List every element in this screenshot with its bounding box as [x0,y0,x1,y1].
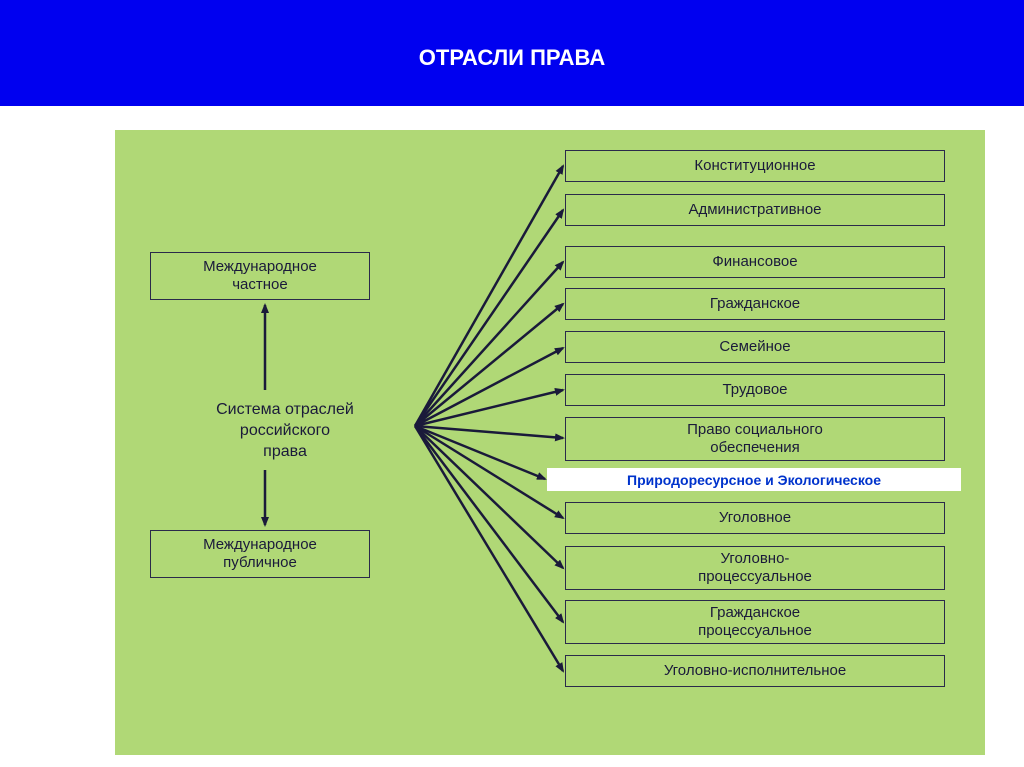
node-label: Уголовное [719,509,791,527]
node-label: Гражданское [710,295,800,313]
header-text: ОТРАСЛИ ПРАВА [419,45,605,70]
node-label: Гражданскоепроцессуальное [698,604,812,640]
node-crim-procedural: Уголовно-процессуальное [565,546,945,590]
node-label: Трудовое [722,381,787,399]
node-criminal: Уголовное [565,502,945,534]
node-civil-procedural: Гражданскоепроцессуальное [565,600,945,644]
node-constitutional: Конституционное [565,150,945,182]
node-nature-eco: Природоресурсное и Экологическое [547,468,961,491]
node-label: Международноечастное [203,258,317,294]
node-intl-private: Международноечастное [150,252,370,300]
node-civil: Гражданское [565,288,945,320]
node-intl-public: Международноепубличное [150,530,370,578]
central-node: Система отраслейроссийскогоправа [175,400,395,462]
node-social-security: Право социальногообеспечения [565,417,945,461]
node-label: Международноепубличное [203,536,317,572]
node-label: Уголовно-исполнительное [664,662,846,680]
node-financial: Финансовое [565,246,945,278]
node-label: Конституционное [694,157,815,175]
node-label: Административное [688,201,821,219]
node-criminal-exec: Уголовно-исполнительное [565,655,945,687]
node-labor: Трудовое [565,374,945,406]
node-administrative: Административное [565,194,945,226]
node-label: Семейное [719,338,790,356]
node-label: Уголовно-процессуальное [698,550,812,586]
node-label: Финансовое [712,253,797,271]
page-title: ОТРАСЛИ ПРАВА [0,0,1024,106]
diagram-canvas: Система отраслейроссийскогоправа Междуна… [115,130,985,755]
node-family: Семейное [565,331,945,363]
node-label: Природоресурсное и Экологическое [627,472,881,488]
node-label: Право социальногообеспечения [687,421,823,457]
